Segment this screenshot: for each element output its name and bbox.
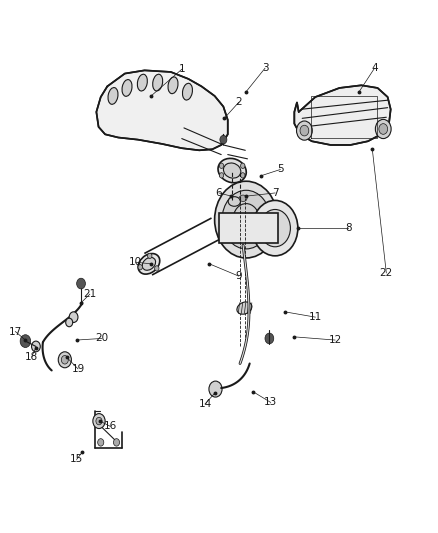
Ellipse shape (153, 74, 162, 91)
Text: 8: 8 (345, 223, 352, 233)
Text: 7: 7 (272, 188, 279, 198)
Ellipse shape (138, 254, 160, 274)
Text: 16: 16 (104, 422, 117, 431)
Text: 2: 2 (235, 98, 242, 107)
Circle shape (61, 356, 68, 364)
Circle shape (220, 135, 227, 144)
Ellipse shape (237, 302, 252, 314)
Circle shape (98, 439, 104, 446)
Text: 4: 4 (371, 63, 378, 73)
Circle shape (58, 352, 71, 368)
Ellipse shape (122, 79, 132, 96)
Text: 18: 18 (25, 352, 38, 362)
Text: 1: 1 (178, 64, 185, 74)
Circle shape (148, 253, 152, 259)
Text: 11: 11 (309, 312, 322, 322)
Circle shape (96, 417, 102, 425)
Circle shape (379, 124, 388, 134)
Ellipse shape (228, 197, 240, 206)
Circle shape (20, 335, 31, 348)
Ellipse shape (223, 163, 241, 178)
Circle shape (155, 266, 159, 271)
Text: 17: 17 (9, 327, 22, 336)
Circle shape (297, 121, 312, 140)
Circle shape (113, 439, 120, 446)
Circle shape (209, 381, 222, 397)
Circle shape (77, 278, 85, 289)
Text: 6: 6 (215, 188, 223, 198)
Ellipse shape (168, 77, 178, 94)
Circle shape (219, 163, 224, 168)
Circle shape (138, 264, 142, 270)
Text: 15: 15 (70, 455, 83, 464)
Ellipse shape (218, 158, 246, 183)
Circle shape (66, 318, 73, 327)
Circle shape (93, 414, 105, 429)
Bar (219, 213, 278, 243)
Circle shape (252, 200, 298, 256)
Circle shape (265, 333, 274, 344)
Text: 14: 14 (198, 399, 212, 409)
Circle shape (222, 190, 270, 249)
Ellipse shape (138, 74, 147, 91)
Text: 22: 22 (380, 268, 393, 278)
Text: 10: 10 (129, 257, 142, 267)
Circle shape (233, 204, 259, 236)
Ellipse shape (183, 83, 192, 100)
Text: 12: 12 (328, 335, 342, 345)
Polygon shape (96, 70, 228, 150)
Text: 3: 3 (261, 63, 268, 73)
Text: 19: 19 (71, 364, 85, 374)
Polygon shape (294, 85, 391, 145)
Circle shape (300, 125, 309, 136)
Circle shape (375, 119, 391, 139)
Text: 13: 13 (264, 398, 277, 407)
Text: 21: 21 (83, 289, 96, 299)
Ellipse shape (142, 257, 155, 270)
Ellipse shape (108, 87, 118, 104)
Text: 20: 20 (95, 334, 108, 343)
Circle shape (219, 173, 224, 178)
Circle shape (215, 181, 278, 258)
Text: 9: 9 (235, 271, 242, 281)
Circle shape (69, 312, 78, 322)
Circle shape (240, 163, 245, 168)
Circle shape (240, 173, 245, 178)
Ellipse shape (239, 195, 247, 201)
Circle shape (32, 341, 40, 352)
Text: 5: 5 (277, 165, 284, 174)
Circle shape (260, 209, 290, 247)
